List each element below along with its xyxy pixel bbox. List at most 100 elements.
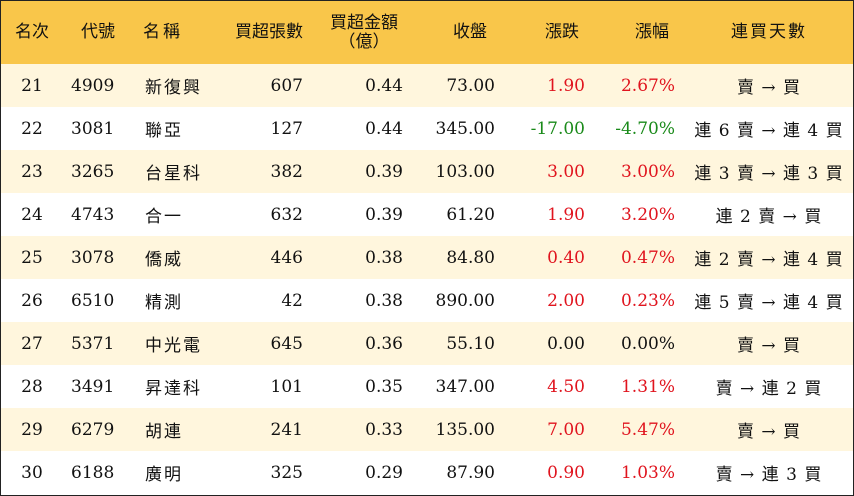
cell-change: -17.00 xyxy=(530,118,585,139)
cell-close: 61.20 xyxy=(446,204,495,225)
cell-change: 1.90 xyxy=(547,75,585,96)
cell-net-shares: 382 xyxy=(270,161,303,182)
cell-streak: 連 3 賣 → 連 3 買 xyxy=(694,164,844,184)
table-row: 28 3491 昇達科 101 0.35 347.00 4.50 1.31% 賣 → 連 2 買 xyxy=(1,365,853,408)
cell-net-shares: 101 xyxy=(270,376,303,397)
cell-name: 新復興 xyxy=(145,78,202,98)
cell-net-shares: 446 xyxy=(270,247,303,268)
cell-change: 7.00 xyxy=(547,419,585,440)
cell-net-amount: 0.35 xyxy=(365,376,403,397)
cell-name: 僑威 xyxy=(145,250,183,270)
cell-net-amount: 0.38 xyxy=(365,290,403,311)
cell-change: 0.90 xyxy=(547,462,585,483)
cell-streak: 連 6 賣 → 連 4 買 xyxy=(694,121,844,141)
header-code: 代號 xyxy=(81,22,115,42)
cell-pct: 0.47% xyxy=(620,247,675,268)
header-pct: 漲幅 xyxy=(635,22,669,42)
cell-code: 3081 xyxy=(71,118,115,139)
header-net-amount: 買超金額 （億） xyxy=(313,1,415,64)
cell-change: 4.50 xyxy=(547,376,585,397)
cell-streak: 賣 → 買 xyxy=(736,422,802,442)
cell-pct: 1.31% xyxy=(620,376,675,397)
cell-code: 6279 xyxy=(71,419,115,440)
cell-net-amount: 0.39 xyxy=(365,161,403,182)
table-row: 21 4909 新復興 607 0.44 73.00 1.90 2.67% 賣 → 買 xyxy=(1,64,853,107)
cell-net-shares: 127 xyxy=(270,118,303,139)
cell-streak: 賣 → 買 xyxy=(736,336,802,356)
cell-net-amount: 0.39 xyxy=(365,204,403,225)
cell-net-amount: 0.44 xyxy=(365,75,403,96)
cell-net-amount: 0.36 xyxy=(365,333,403,354)
cell-code: 5371 xyxy=(71,333,115,354)
cell-rank: 27 xyxy=(21,333,43,354)
cell-code: 4909 xyxy=(71,75,115,96)
cell-close: 87.90 xyxy=(446,462,495,483)
table-row: 22 3081 聯亞 127 0.44 345.00 -17.00 -4.70% 連 6 賣 →… xyxy=(1,107,853,150)
table-row: 25 3078 僑威 446 0.38 84.80 0.40 0.47% 連 2 賣 → 連 4… xyxy=(1,236,853,279)
cell-net-shares: 325 xyxy=(270,462,303,483)
cell-rank: 25 xyxy=(21,247,43,268)
cell-pct: 0.00% xyxy=(620,333,675,354)
cell-streak: 連 5 賣 → 連 4 買 xyxy=(694,293,844,313)
cell-name: 廣明 xyxy=(145,465,183,485)
header-net-shares: 買超張數 xyxy=(235,22,303,42)
cell-close: 55.10 xyxy=(446,333,495,354)
cell-change: 0.00 xyxy=(547,333,585,354)
header-name: 名稱 xyxy=(143,22,183,42)
cell-code: 4743 xyxy=(71,204,115,225)
cell-net-shares: 632 xyxy=(270,204,303,225)
cell-close: 345.00 xyxy=(435,118,495,139)
cell-code: 3491 xyxy=(71,376,115,397)
cell-code: 3265 xyxy=(71,161,115,182)
cell-change: 1.90 xyxy=(547,204,585,225)
cell-close: 84.80 xyxy=(446,247,495,268)
cell-net-amount: 0.33 xyxy=(365,419,403,440)
cell-rank: 22 xyxy=(21,118,43,139)
cell-pct: 2.67% xyxy=(620,75,675,96)
cell-pct: 0.23% xyxy=(620,290,675,311)
cell-streak: 連 2 賣 → 連 4 買 xyxy=(694,250,844,270)
cell-close: 135.00 xyxy=(435,419,495,440)
header-close: 收盤 xyxy=(453,22,487,42)
table-row: 29 6279 胡連 241 0.33 135.00 7.00 5.47% 賣 → 買 xyxy=(1,408,853,451)
cell-name: 合一 xyxy=(145,207,183,227)
cell-net-amount: 0.44 xyxy=(365,118,403,139)
cell-pct: 3.00% xyxy=(620,161,675,182)
table-row: 27 5371 中光電 645 0.36 55.10 0.00 0.00% 賣 → 買 xyxy=(1,322,853,365)
cell-streak: 連 2 賣 → 買 xyxy=(715,207,823,227)
cell-net-shares: 607 xyxy=(270,75,303,96)
table-body: 21 4909 新復興 607 0.44 73.00 1.90 2.67% 賣 → 買 22 308… xyxy=(1,64,853,494)
cell-rank: 24 xyxy=(21,204,43,225)
cell-name: 聯亞 xyxy=(145,121,183,141)
header-net-amount-line1: 買超金額 xyxy=(330,12,398,33)
cell-net-amount: 0.38 xyxy=(365,247,403,268)
cell-change: 3.00 xyxy=(547,161,585,182)
cell-rank: 29 xyxy=(21,419,43,440)
cell-pct: 5.47% xyxy=(620,419,675,440)
header-rank: 名次 xyxy=(15,22,49,42)
table-header-row: 名次 代號 名稱 買超張數 買超金額 （億） 收盤 漲跌 漲幅 連買天數 xyxy=(1,1,853,64)
cell-rank: 26 xyxy=(21,290,43,311)
cell-name: 台星科 xyxy=(145,164,202,184)
table-row: 26 6510 精測 42 0.38 890.00 2.00 0.23% 連 5 賣 → 連 4… xyxy=(1,279,853,322)
cell-streak: 賣 → 連 3 買 xyxy=(715,465,823,485)
cell-name: 胡連 xyxy=(145,422,183,442)
cell-rank: 21 xyxy=(21,75,43,96)
cell-code: 3078 xyxy=(71,247,115,268)
cell-net-shares: 42 xyxy=(281,290,303,311)
cell-close: 103.00 xyxy=(435,161,495,182)
table-row: 30 6188 廣明 325 0.29 87.90 0.90 1.03% 賣 → 連 3 買 xyxy=(1,451,853,494)
cell-streak: 賣 → 連 2 買 xyxy=(715,379,823,399)
header-net-amount-line2: （億） xyxy=(338,31,390,52)
cell-name: 中光電 xyxy=(145,336,202,356)
cell-rank: 23 xyxy=(21,161,43,182)
cell-change: 0.40 xyxy=(547,247,585,268)
cell-close: 347.00 xyxy=(435,376,495,397)
cell-code: 6510 xyxy=(71,290,115,311)
cell-close: 73.00 xyxy=(446,75,495,96)
table-row: 23 3265 台星科 382 0.39 103.00 3.00 3.00% 連 3 賣 → 連… xyxy=(1,150,853,193)
cell-pct: -4.70% xyxy=(615,118,675,139)
cell-pct: 1.03% xyxy=(620,462,675,483)
cell-net-amount: 0.29 xyxy=(365,462,403,483)
